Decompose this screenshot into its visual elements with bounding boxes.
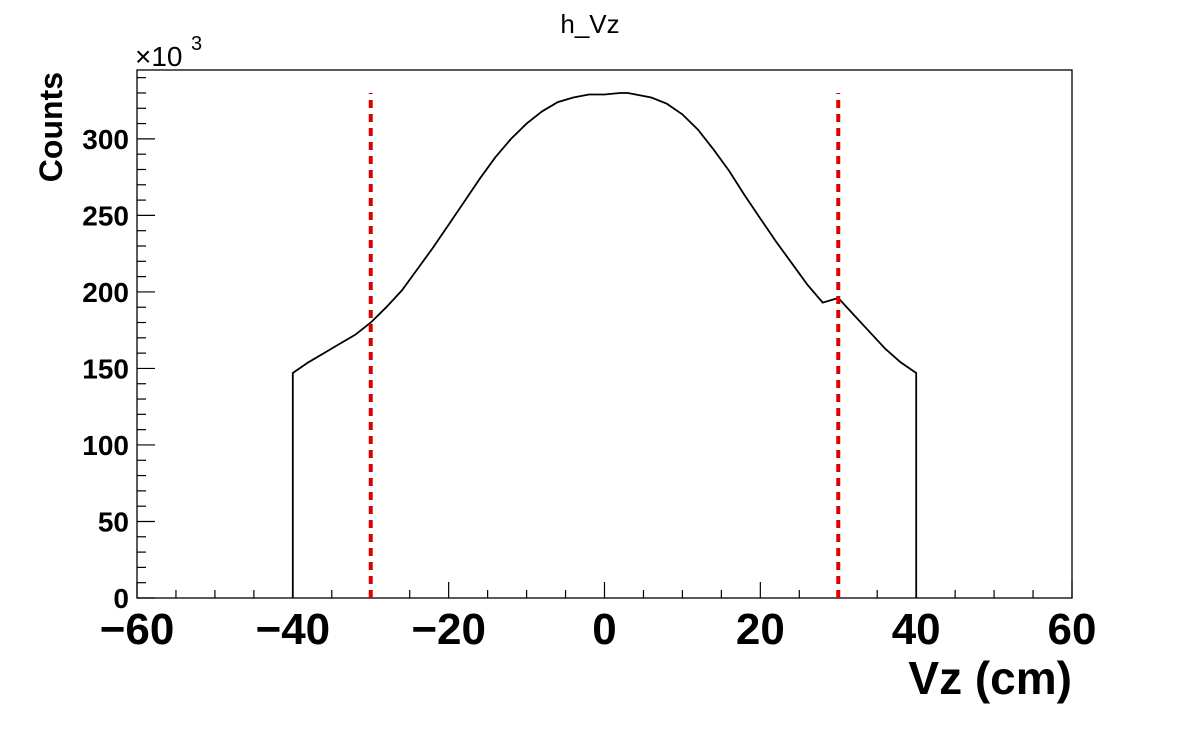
y-axis-label: Counts (33, 72, 69, 182)
y-tick-label: 50 (98, 506, 129, 537)
x-tick-label: 40 (892, 605, 941, 654)
y-multiplier-exponent: 3 (191, 33, 202, 55)
x-tick-label: 20 (736, 605, 785, 654)
x-tick-label: −20 (411, 605, 486, 654)
y-axis-tick-labels: 0 50 100 150 200 250 300 (82, 124, 129, 614)
x-axis-tick-labels: −60 −40 −20 0 20 40 60 (100, 605, 1097, 654)
plot-frame (136, 69, 1073, 599)
x-tick-label: −60 (100, 605, 175, 654)
y-tick-label: 250 (82, 200, 129, 231)
annotation-layer (368, 92, 841, 598)
x-tick-label: −40 (256, 605, 331, 654)
histogram-outline (291, 92, 918, 598)
x-axis-ticks (136, 582, 1073, 598)
x-tick-label: 0 (592, 605, 616, 654)
y-tick-label: 0 (113, 583, 129, 614)
y-tick-label: 300 (82, 124, 129, 155)
y-tick-label: 100 (82, 430, 129, 461)
y-axis-multiplier: ×10 3 (135, 33, 202, 72)
x-tick-label: 60 (1048, 605, 1097, 654)
y-tick-label: 150 (82, 353, 129, 384)
y-multiplier-base: ×10 (135, 41, 183, 72)
x-axis-label: Vz (cm) (908, 652, 1072, 704)
chart-title: h_Vz (560, 9, 619, 39)
series-layer (291, 92, 918, 598)
y-tick-label: 200 (82, 277, 129, 308)
y-axis-ticks (137, 77, 155, 599)
